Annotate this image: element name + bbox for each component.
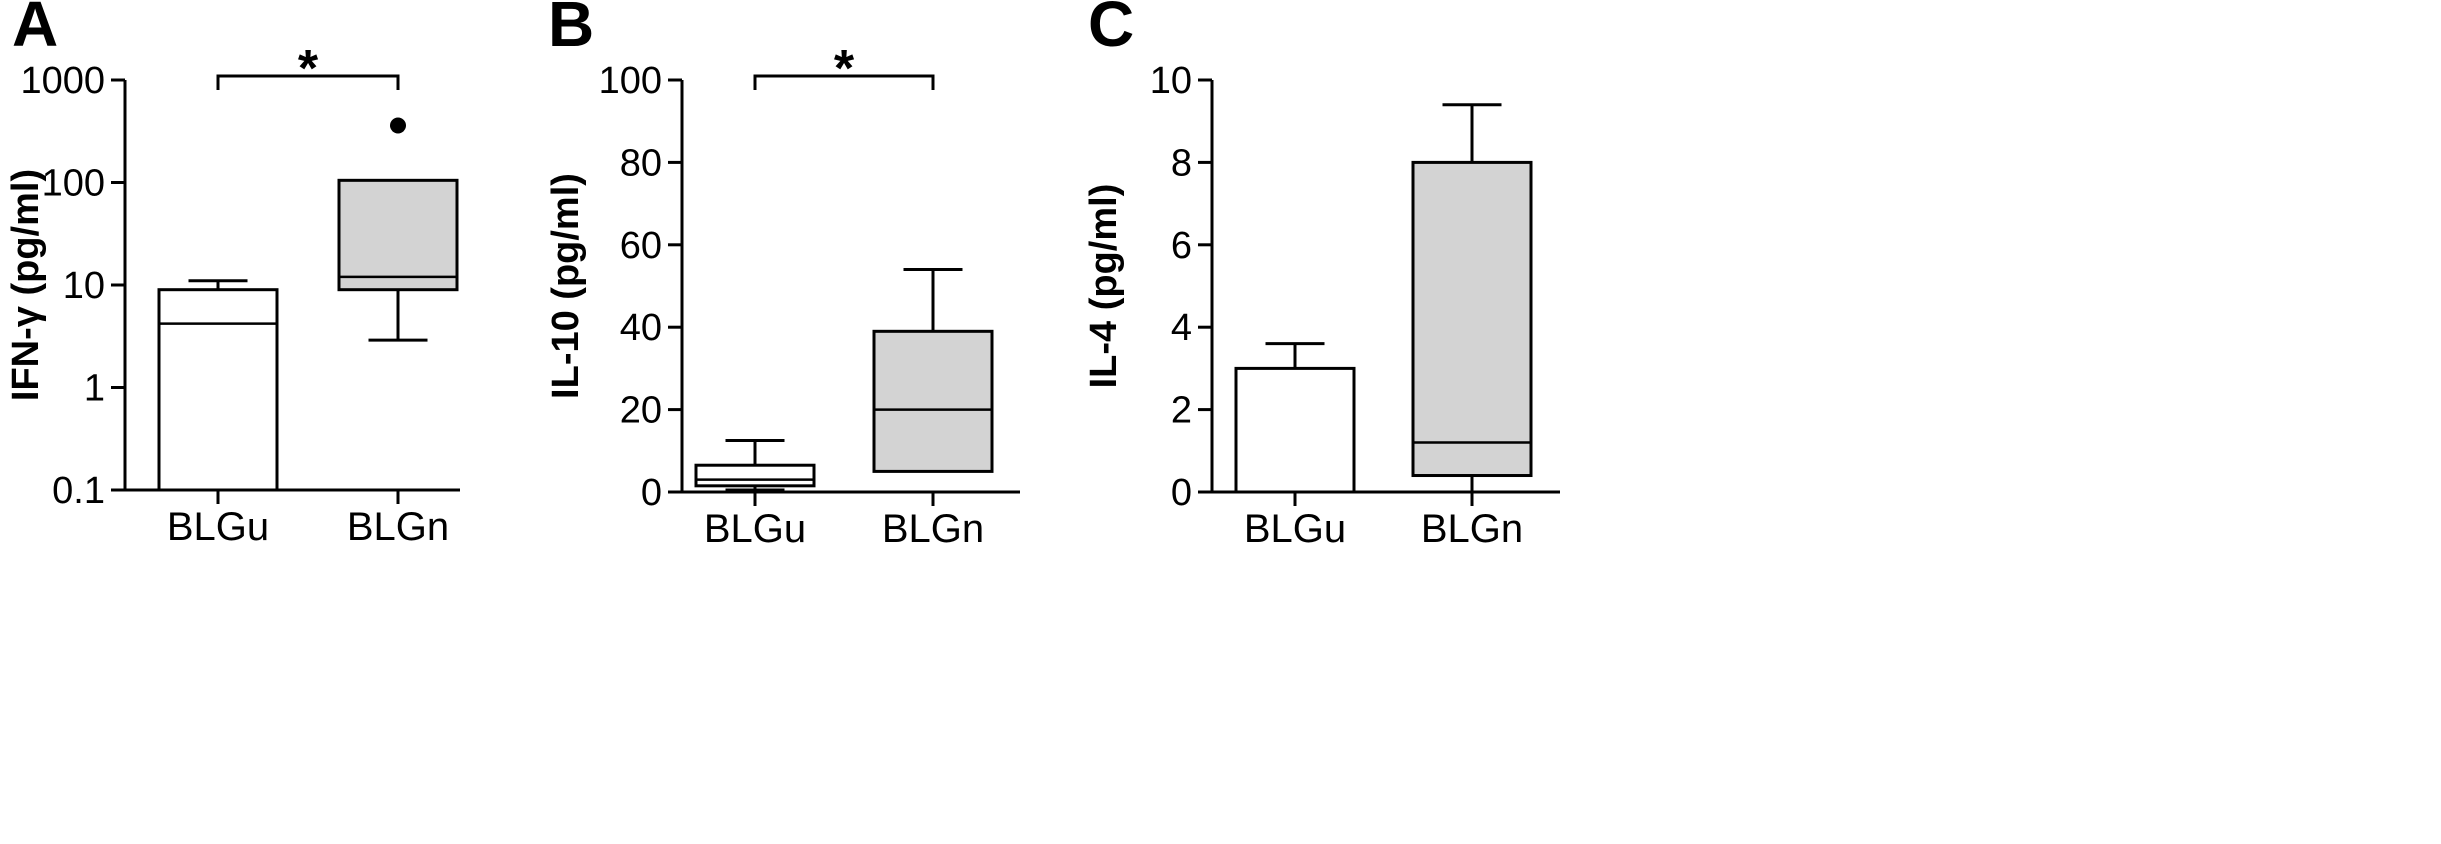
y-tick-label: 80 xyxy=(620,142,662,184)
significance-label: * xyxy=(834,40,855,98)
y-axis-label: IL-4 (pg/ml) xyxy=(1083,184,1125,389)
box-blgn xyxy=(872,268,994,473)
box-blgn xyxy=(1411,103,1533,494)
box-body xyxy=(337,178,459,292)
y-axis-label: IL-10 (pg/ml) xyxy=(545,173,587,399)
y-tick-label: 20 xyxy=(620,390,662,432)
box-body xyxy=(1411,160,1533,478)
chart-panel-b: B IL-10 (pg/ml) 0 20 40 60 80 100 BLGu BLGn * xyxy=(545,0,1020,551)
box-body xyxy=(157,288,279,492)
y-tick-label: 100 xyxy=(599,60,662,102)
y-tick-label: 100 xyxy=(42,163,105,205)
y-tick-label: 4 xyxy=(1171,307,1192,349)
y-tick-label: 40 xyxy=(620,307,662,349)
y-tick-label: 0 xyxy=(641,472,662,514)
y-tick-label: 10 xyxy=(63,265,105,307)
box-body xyxy=(694,463,816,488)
y-tick-label: 6 xyxy=(1171,225,1192,267)
x-tick-label: BLGn xyxy=(347,505,449,549)
y-tick-label: 60 xyxy=(620,225,662,267)
box-blgu xyxy=(694,439,816,492)
chart-panel-c: C IL-4 (pg/ml) 0 2 4 6 8 10 BLGu BLGn xyxy=(1083,0,1560,551)
y-axis-label: IFN-γ (pg/ml) xyxy=(5,169,47,401)
bracket-line xyxy=(216,74,400,90)
box-blgu xyxy=(157,279,279,492)
y-tick-label: 1000 xyxy=(20,60,105,102)
x-tick-label: BLGn xyxy=(882,507,984,551)
significance-label: * xyxy=(298,40,319,98)
box-blgu xyxy=(1234,342,1356,494)
panel-letter: C xyxy=(1088,0,1134,60)
y-tick-label: 1 xyxy=(84,368,105,410)
x-tick-label: BLGn xyxy=(1421,507,1523,551)
y-tick-label: 10 xyxy=(1150,60,1192,102)
chart-panel-a: A IFN-γ (pg/ml) 0.1 1 10 100 1000 BLGu BLGn * xyxy=(5,0,460,549)
outlier-point xyxy=(390,117,406,134)
box-body xyxy=(872,329,994,473)
x-tick-label: BLGu xyxy=(1244,507,1346,551)
box-body xyxy=(1234,366,1356,494)
box-blgn xyxy=(337,117,459,342)
bracket-line xyxy=(753,74,935,90)
significance-bracket: * xyxy=(216,40,400,98)
x-tick-label: BLGu xyxy=(704,507,806,551)
y-tick-label: 2 xyxy=(1171,390,1192,432)
x-tick-label: BLGu xyxy=(167,505,269,549)
y-tick-label: 0 xyxy=(1171,472,1192,514)
significance-bracket: * xyxy=(753,40,935,98)
y-tick-label: 0.1 xyxy=(52,470,105,512)
panel-letter: A xyxy=(12,0,58,60)
y-tick-label: 8 xyxy=(1171,142,1192,184)
panel-letter: B xyxy=(548,0,594,60)
